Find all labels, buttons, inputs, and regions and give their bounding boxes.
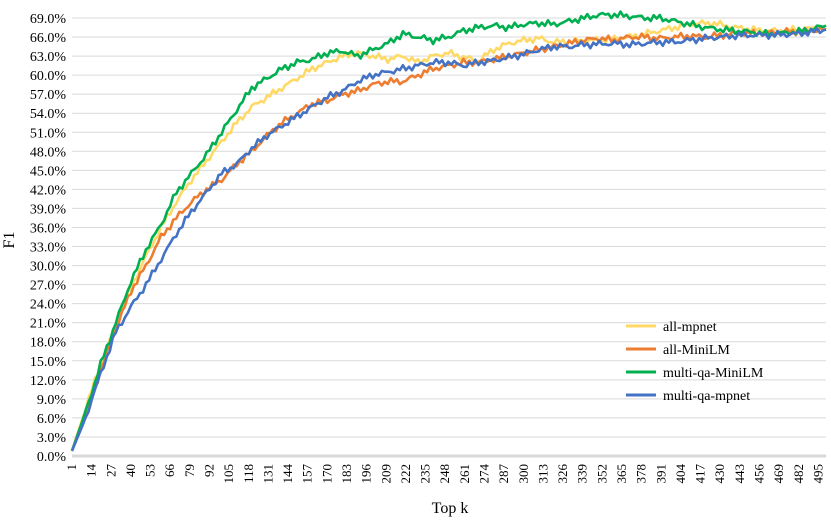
legend: all-mpnet all-MiniLM multi-qa-MiniLM multi-…: [626, 320, 764, 404]
x-tick-label: 365: [614, 464, 629, 484]
x-tick-label: 92: [202, 464, 217, 477]
y-axis-ticks: 0.0% 3.0% 6.0% 9.0% 12.0% 15.0% 18.0% 21.0% 24.0…: [30, 12, 67, 465]
x-tick-label: 404: [673, 464, 688, 484]
y-tick-label: 54.0%: [30, 107, 67, 122]
y-tick-label: 45.0%: [30, 164, 67, 179]
x-tick-label: 378: [634, 464, 649, 484]
y-tick-label: 6.0%: [37, 412, 67, 427]
x-tick-label: 170: [319, 464, 334, 484]
x-tick-label: 105: [221, 464, 236, 484]
y-tick-label: 51.0%: [30, 126, 67, 141]
x-tick-label: 27: [103, 464, 118, 478]
series-line-all-MiniLM: [70, 26, 827, 452]
legend-label: all-MiniLM: [663, 343, 730, 358]
x-tick-label: 469: [771, 464, 786, 484]
legend-label: multi-qa-mpnet: [663, 389, 750, 404]
x-tick-label: 456: [752, 464, 767, 484]
y-tick-label: 60.0%: [30, 69, 67, 84]
y-tick-label: 39.0%: [30, 202, 67, 217]
y-tick-label: 0.0%: [37, 450, 67, 465]
y-tick-label: 33.0%: [30, 241, 67, 256]
y-tick-label: 15.0%: [30, 355, 67, 370]
y-tick-label: 21.0%: [30, 317, 67, 332]
x-tick-label: 209: [378, 464, 393, 484]
x-tick-label: 235: [418, 464, 433, 484]
x-tick-label: 131: [260, 464, 275, 484]
x-tick-label: 183: [339, 464, 354, 484]
x-tick-label: 300: [516, 464, 531, 484]
x-tick-label: 157: [300, 464, 315, 484]
x-tick-label: 417: [693, 464, 708, 484]
y-tick-label: 24.0%: [30, 298, 67, 313]
series-line-all-mpnet: [70, 19, 827, 452]
x-tick-label: 482: [791, 464, 806, 484]
series-lines: [70, 10, 827, 452]
y-tick-label: 57.0%: [30, 88, 67, 103]
x-tick-label: 352: [594, 464, 609, 484]
x-tick-label: 326: [555, 464, 570, 484]
x-tick-label: 248: [437, 464, 452, 484]
x-tick-label: 40: [123, 464, 138, 477]
x-tick-label: 261: [457, 464, 472, 484]
x-tick-label: 313: [535, 464, 550, 484]
x-axis-title: Top k: [432, 500, 469, 517]
y-tick-label: 18.0%: [30, 336, 67, 351]
x-tick-label: 53: [143, 464, 158, 477]
y-tick-label: 12.0%: [30, 374, 67, 389]
y-axis-title: F1: [1, 232, 18, 249]
x-tick-label: 196: [359, 464, 374, 484]
series-line-multi-qa-MiniLM: [70, 10, 827, 452]
y-tick-label: 66.0%: [30, 31, 67, 46]
x-tick-label: 430: [712, 464, 727, 484]
y-tick-label: 42.0%: [30, 183, 67, 198]
x-axis-ticks: 1 14 27 40 53 66 79 92 105 118 131 144 157 170 183 196 2…: [64, 464, 825, 484]
y-tick-label: 27.0%: [30, 279, 67, 294]
x-tick-label: 443: [732, 464, 747, 484]
x-tick-label: 391: [653, 464, 668, 484]
legend-label: all-mpnet: [663, 320, 717, 335]
x-tick-label: 287: [496, 464, 511, 484]
legend-label: multi-qa-MiniLM: [663, 366, 764, 381]
y-tick-label: 3.0%: [37, 431, 67, 446]
y-tick-label: 63.0%: [30, 50, 67, 65]
x-tick-label: 144: [280, 464, 295, 484]
y-tick-label: 36.0%: [30, 221, 67, 236]
y-tick-label: 9.0%: [37, 393, 67, 408]
x-tick-label: 79: [182, 464, 197, 477]
x-tick-label: 222: [398, 464, 413, 484]
x-tick-label: 1: [64, 464, 79, 471]
y-tick-label: 48.0%: [30, 145, 67, 160]
y-tick-label: 69.0%: [30, 12, 67, 27]
x-tick-label: 66: [162, 464, 177, 478]
y-tick-label: 30.0%: [30, 260, 67, 275]
series-line-multi-qa-mpnet: [70, 27, 827, 452]
x-tick-label: 339: [575, 464, 590, 484]
x-tick-label: 14: [84, 464, 99, 478]
x-tick-label: 495: [810, 464, 825, 484]
x-tick-label: 274: [477, 464, 492, 484]
x-tick-label: 118: [241, 464, 256, 483]
